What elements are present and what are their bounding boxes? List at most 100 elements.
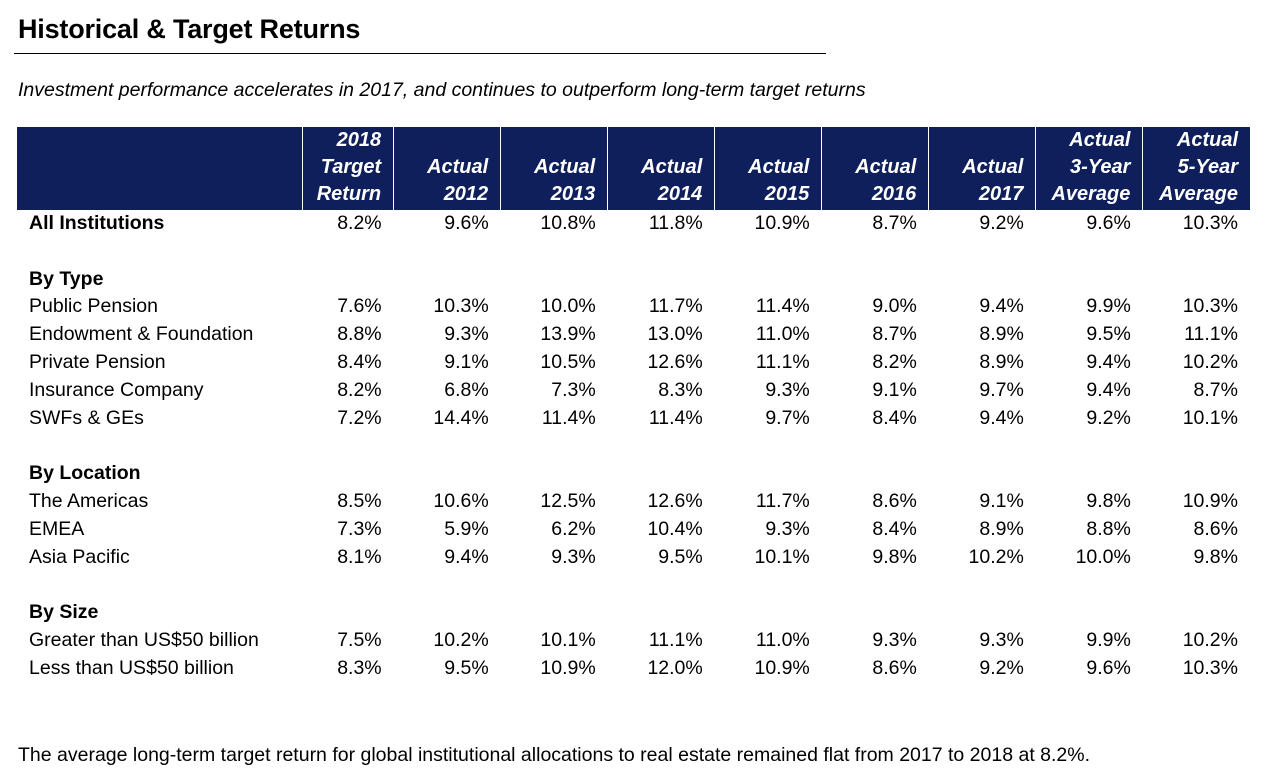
table-row: The Americas 8.5% 10.6% 12.5% 12.6% 11.7% 8.6%… [17,488,1250,516]
value-cell: 6.2% [551,517,596,540]
table-row: Greater than US$50 billion 7.5% 10.2% 10.1%… [17,627,1250,655]
header-line [929,127,1023,154]
header-row: 2018 Target Return Actual 2012 Actual 2013 A… [17,127,1250,210]
table-row: Endowment & Foundation 8.8% 9.3% 13.9% 13.0%… [17,321,1250,349]
value-cell: 10.3% [1182,295,1238,318]
spacer-row [17,432,1250,460]
table-row: EMEA 7.3% 5.9% 6.2% 10.4% 9.3% 8.4% 8.9% 8.8% 8.6… [17,516,1250,544]
value-cell: 10.3% [1182,212,1238,234]
value-cell: 10.2% [433,628,489,651]
header-line: Target [320,156,382,178]
value-cell: 9.6% [1086,656,1131,679]
value-cell: 9.8% [1193,545,1238,568]
section-heading: By Location [29,462,141,485]
header-line: Actual [855,156,917,178]
value-cell: 10.9% [540,656,596,679]
value-cell: 8.6% [872,489,917,512]
value-cell: 10.9% [1182,489,1238,512]
footnote: The average long-term target return for … [18,744,1091,766]
value-cell: 9.9% [1086,628,1131,651]
spacer-row [17,238,1250,266]
value-cell: 8.5% [337,489,382,512]
value-cell: 8.2% [337,212,382,234]
header-cell-empty [17,127,303,210]
value-cell: 8.4% [872,517,917,540]
value-cell: 10.9% [754,212,810,234]
value-cell: 10.5% [540,350,596,373]
value-cell: 9.9% [1086,295,1131,318]
value-cell: 11.4% [648,406,703,429]
table-row: Asia Pacific 8.1% 9.4% 9.3% 9.5% 10.1% 9.8% 10.… [17,544,1250,572]
value-cell: 8.8% [337,323,382,346]
value-cell: 8.9% [979,350,1024,373]
header-line: 2013 [550,183,596,205]
value-cell: 8.7% [872,323,917,346]
value-cell: 7.3% [551,378,596,401]
section-heading: By Type [29,267,104,290]
row-label: EMEA [29,517,85,540]
value-cell: 8.2% [337,378,382,401]
table-header: 2018 Target Return Actual 2012 Actual 2013 A… [17,127,1250,210]
value-cell: 10.3% [433,295,489,318]
table-row: SWFs & GEs 7.2% 14.4% 11.4% 11.4% 9.7% 8.4% 9.4… [17,405,1250,433]
row-label: Greater than US$50 billion [29,628,259,651]
value-cell: 10.0% [1075,545,1131,568]
header-line: 2017 [978,183,1024,205]
header-line: Actual [748,156,810,178]
header-line: Actual [1069,129,1131,151]
value-cell: 14.4% [433,406,489,429]
value-cell: 12.0% [647,656,703,679]
value-cell: 9.2% [979,212,1024,234]
section-heading-row: By Size [17,599,1250,627]
value-cell: 6.8% [444,378,489,401]
value-cell: 7.6% [337,295,382,318]
value-cell: 9.3% [765,378,810,401]
value-cell: 11.0% [755,323,810,346]
value-cell: 9.4% [444,545,489,568]
row-label: Less than US$50 billion [29,656,234,679]
value-cell: 9.8% [1086,489,1131,512]
returns-table: 2018 Target Return Actual 2012 Actual 2013 A… [17,127,1250,683]
value-cell: 9.3% [444,323,489,346]
header-line: Actual [1176,129,1238,151]
value-cell: 10.8% [540,212,596,234]
row-label: Insurance Company [29,378,204,401]
header-line: 2012 [443,183,489,205]
value-cell: 10.1% [1182,406,1238,429]
value-cell: 9.6% [444,212,489,234]
value-cell: 11.8% [648,212,703,234]
value-cell: 9.5% [658,545,703,568]
value-cell: 9.1% [444,350,489,373]
value-cell: 10.6% [433,489,489,512]
value-cell: 5.9% [444,517,489,540]
value-cell: 11.1% [1184,323,1238,346]
value-cell: 8.6% [1193,517,1238,540]
title-underline [14,53,826,54]
header-line: Actual [641,156,703,178]
header-line [608,127,702,154]
value-cell: 10.9% [754,656,810,679]
header-cell: Actual 2016 [821,127,929,210]
row-label: Private Pension [29,350,166,373]
header-line: 2016 [871,183,917,205]
header-line: Actual [962,156,1024,178]
value-cell: 8.4% [337,350,382,373]
value-cell: 10.2% [1182,350,1238,373]
row-label: All Institutions [29,212,165,234]
value-cell: 11.1% [755,350,810,373]
value-cell: 9.3% [765,517,810,540]
all-institutions-row: All Institutions 8.2% 9.6% 10.8% 11.8% 10.9% 8… [17,210,1250,238]
value-cell: 8.3% [658,378,703,401]
page-title: Historical & Target Returns [18,14,361,44]
value-cell: 9.7% [979,378,1024,401]
table-body: All Institutions 8.2% 9.6% 10.8% 11.8% 10.9% 8… [17,210,1250,683]
value-cell: 9.2% [979,656,1024,679]
value-cell: 12.6% [647,350,703,373]
value-cell: 12.5% [540,489,596,512]
header-line: Average [1159,183,1238,205]
value-cell: 11.4% [755,295,810,318]
value-cell: 13.9% [540,323,596,346]
row-label: The Americas [29,489,149,512]
value-cell: 9.4% [979,406,1024,429]
section-heading-row: By Type [17,266,1250,294]
